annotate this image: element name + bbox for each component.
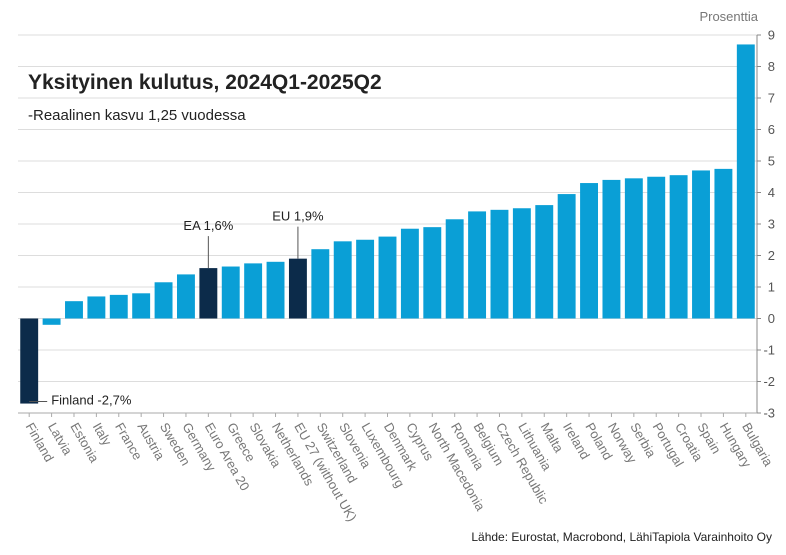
bar-finland [20,318,39,404]
bar-denmark [378,236,397,319]
y-tick-label: 2 [768,248,775,263]
y-tick-label: 6 [768,122,775,137]
y-axis: -3 -2 -1 0 1 2 3 4 5 6 7 8 9 [756,28,775,421]
y-tick-label: -2 [763,374,775,389]
chart-title: Yksityinen kulutus, 2024Q1-2025Q2 [28,71,382,94]
annotations: EU 1,9% EA 1,6% Finland -2,7% [29,209,324,408]
bar-sweden [154,282,173,319]
bar-greece [221,266,240,319]
bar-spain [692,170,710,319]
y-tick-label: 7 [768,91,775,106]
bar-croatia [669,175,688,319]
bar-cyprus [400,228,419,319]
bar-estonia [65,301,83,319]
bar-germany [176,274,195,319]
chart-subtitle: -Reaalinen kasvu 1,25 vuodessa [28,107,246,124]
y-tick-label: 3 [768,217,775,232]
bar-romania [445,219,464,319]
y-tick-label: 8 [768,59,775,74]
bar-north-macedonia [423,227,442,319]
source-note: Lähde: Eurostat, Macrobond, LähiTapiola … [471,530,772,544]
bar-luxembourg [356,239,375,319]
bar-serbia [624,178,643,319]
y-tick-label: -1 [763,343,775,358]
bar-latvia [42,318,61,325]
bar-slovenia [333,241,352,319]
annotation-label: EU 1,9% [272,209,324,224]
bar-euro-area-20 [199,268,218,319]
y-tick-label: 5 [768,154,775,169]
y-tick-label: 1 [768,280,775,295]
y-tick-label: 9 [768,28,775,43]
bar-bulgaria [736,44,755,319]
bar-italy [87,296,106,319]
x-axis: FinlandLatviaEstoniaItalyFranceAustriaSw… [18,412,776,524]
bar-hungary [714,168,733,319]
bar-lithuania [512,208,531,319]
annotation-label: EA 1,6% [183,218,233,233]
bar-norway [602,179,621,319]
bar-czech-republic [490,209,509,319]
y-tick-label: -3 [763,406,775,421]
bar-eu-27-without-uk- [288,258,307,319]
bar-netherlands [266,261,285,319]
bar-malta [535,205,554,319]
annotation-label: Finland -2,7% [51,393,132,408]
y-tick-label: 4 [768,185,775,200]
unit-label: Prosenttia [699,9,758,24]
y-tick-label: 0 [768,311,775,326]
bars [20,44,755,404]
bar-switzerland [311,249,330,319]
bar-poland [580,183,599,319]
bar-belgium [468,211,487,319]
bar-austria [132,293,151,319]
bar-slovakia [244,263,263,319]
bar-portugal [647,176,666,319]
bar-france [109,294,128,319]
bar-ireland [557,194,576,319]
